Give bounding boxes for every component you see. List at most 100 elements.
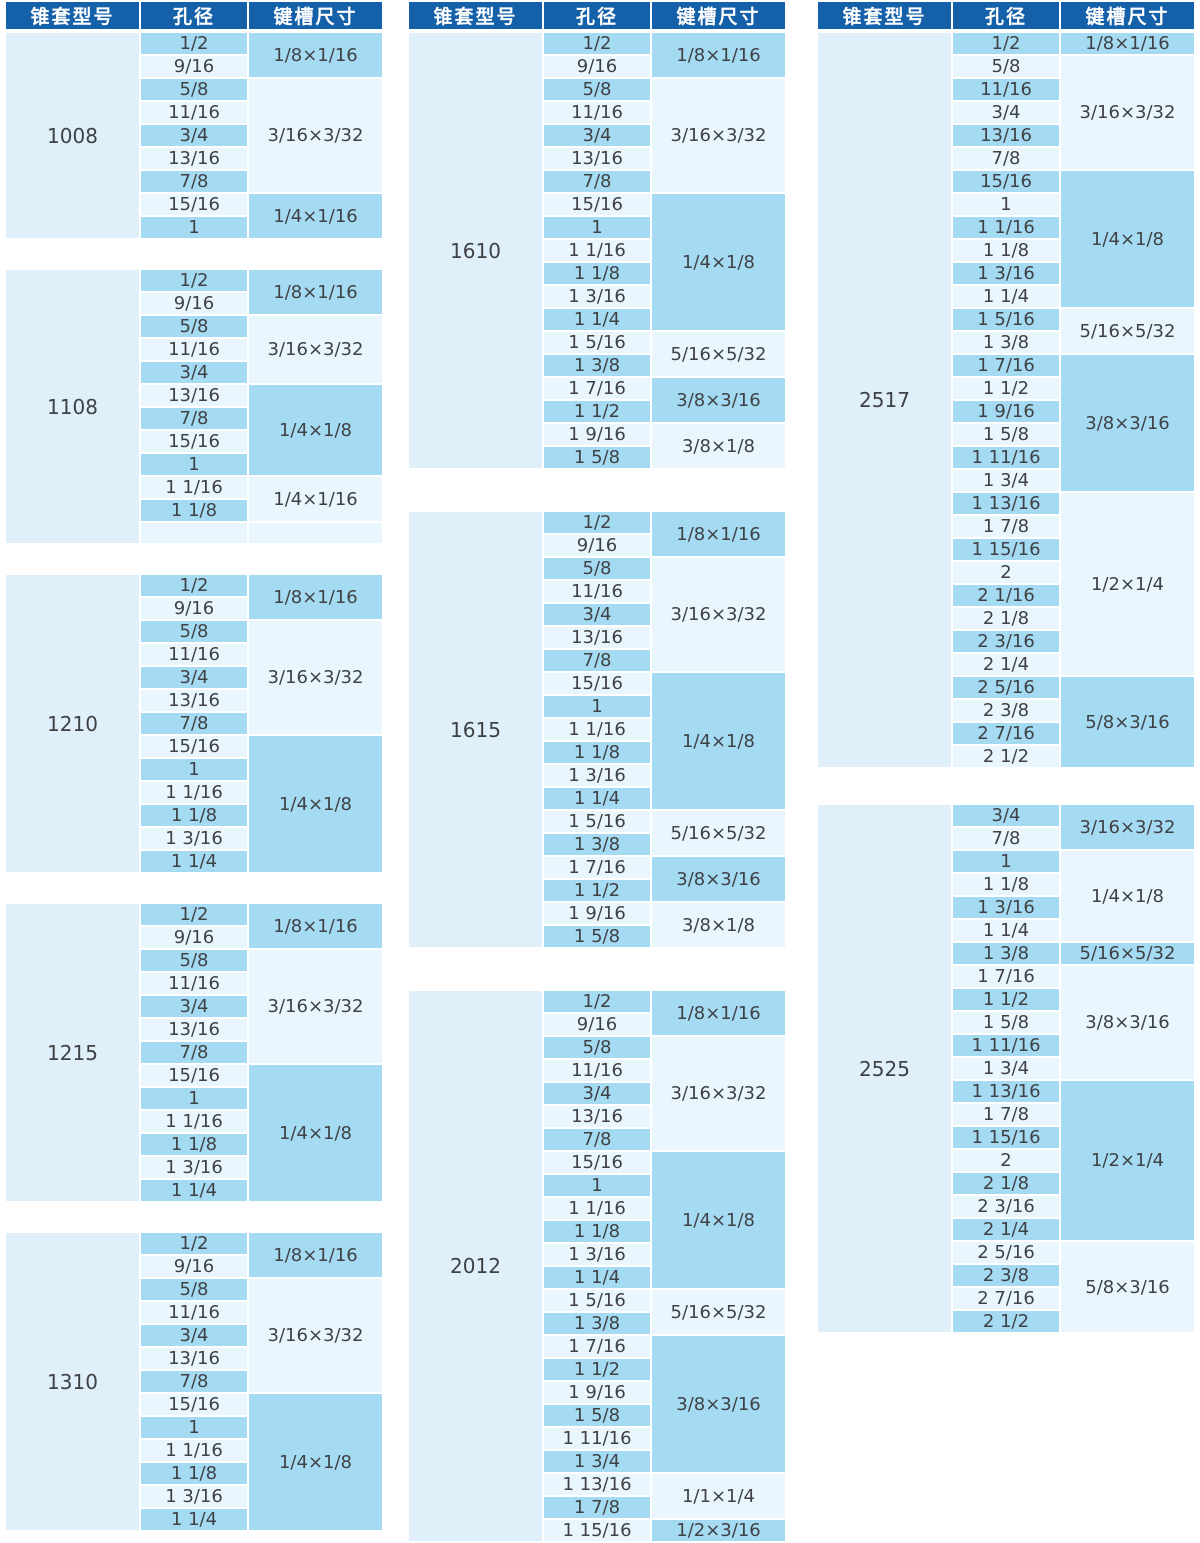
bore-cell: 1 1/4 <box>953 920 1059 941</box>
bore-cell: 1 1/4 <box>141 1180 247 1201</box>
bore-cell: 1 1/2 <box>953 989 1059 1010</box>
table-row: 11/16 <box>6 102 382 123</box>
bore-cell: 2 1/4 <box>953 654 1059 675</box>
bore-cell: 1 7/8 <box>953 1104 1059 1125</box>
model-cell: 1215 <box>6 904 139 1201</box>
table-row: 7/8 <box>818 148 1194 169</box>
table-row: 1 1/4 <box>409 1267 785 1288</box>
header-bore: 孔径 <box>953 2 1059 29</box>
bore-cell: 2 1/4 <box>953 1219 1059 1240</box>
table-row: 13/16 <box>6 1019 382 1040</box>
keyway-cell: 5/16×5/32 <box>1061 309 1194 353</box>
table-row: 1 3/16 <box>409 286 785 307</box>
bore-cell: 1/2 <box>141 270 247 291</box>
bore-cell: 2 <box>953 562 1059 583</box>
header-bore: 孔径 <box>141 2 247 29</box>
bore-cell: 1 1/8 <box>544 742 650 763</box>
bore-cell: 1 1/16 <box>141 782 247 803</box>
table-row: 1 <box>6 759 382 780</box>
spec-column-3: 锥套型号 孔径 键槽尺寸 2517 1/2 1/8×1/16 5/8 3/16×3/32 11/… <box>816 0 1196 1334</box>
table-row: 9/16 <box>6 598 382 619</box>
table-row: 1 1/4 <box>6 1180 382 1201</box>
table-row: 2 5/16 5/8×3/16 <box>818 1242 1194 1332</box>
bore-cell: 7/8 <box>141 1042 247 1063</box>
table-row: 1 1/4 <box>409 309 785 330</box>
bore-cell: 1 7/8 <box>544 1497 650 1518</box>
table-row: 1 <box>6 217 382 238</box>
bore-cell: 11/16 <box>141 1302 247 1323</box>
bore-cell: 15/16 <box>544 194 650 215</box>
keyway-cell: 1/4×1/8 <box>1061 171 1194 307</box>
table-row: 1 7/16 3/8×3/16 <box>818 966 1194 1079</box>
table-row: 1 1/16 <box>409 719 785 740</box>
header-model: 锥套型号 <box>409 2 542 29</box>
table-row: 1108 1/2 1/8×1/16 <box>6 270 382 543</box>
table-row: 1 9/16 <box>409 1382 785 1403</box>
bore-cell: 9/16 <box>544 1014 650 1035</box>
bore-cell: 9/16 <box>544 535 650 556</box>
keyway-cell: 1/4×1/8 <box>652 1152 785 1288</box>
bore-cell: 3/4 <box>544 1083 650 1104</box>
table-row: 1 5/16 5/16×5/32 <box>818 309 1194 353</box>
group-table-2525: 2525 3/4 3/16×3/32 7/8 1 1/4×1/8 1 1/8 1 3/16 1 … <box>816 803 1196 1334</box>
bore-cell: 5/8 <box>544 1037 650 1058</box>
bore-cell: 1 9/16 <box>544 424 650 445</box>
table-row: 1 1/2 <box>409 880 785 901</box>
bore-cell: 1 1/16 <box>544 240 650 261</box>
bore-cell: 1 3/16 <box>544 765 650 786</box>
bore-cell: 1 <box>141 1088 247 1109</box>
table-row: 1 1/8 <box>409 263 785 284</box>
keyway-cell: 1/8×1/16 <box>652 512 785 556</box>
bore-cell: 1 1/16 <box>544 719 650 740</box>
bore-cell: 3/4 <box>141 362 247 383</box>
table-row: 1 1/4 <box>6 851 382 872</box>
table-row: 1 1/4 <box>409 788 785 809</box>
table-row: 1 3/8 <box>818 332 1194 353</box>
table-row: 13/16 1/4×1/8 <box>6 385 382 475</box>
bore-cell: 2 3/16 <box>953 631 1059 652</box>
keyway-cell: 1/8×1/16 <box>249 904 382 948</box>
table-row: 11/16 <box>409 581 785 602</box>
keyway-cell: 1/8×1/16 <box>652 991 785 1035</box>
bore-cell: 1 3/8 <box>544 834 650 855</box>
keyway-cell: 3/16×3/32 <box>249 79 382 192</box>
table-row: 1210 1/2 1/8×1/16 <box>6 575 382 872</box>
table-row: 1 5/16 5/16×5/32 <box>409 332 785 376</box>
table-row: 1 1/16 <box>6 782 382 803</box>
bore-cell: 1 3/8 <box>544 355 650 376</box>
table-row: 11/16 <box>6 973 382 994</box>
bore-cell: 7/8 <box>544 171 650 192</box>
keyway-cell: 1/4×1/8 <box>652 673 785 809</box>
bore-cell: 9/16 <box>141 293 247 314</box>
bore-cell: 1 15/16 <box>544 1520 650 1541</box>
table-row: 1 3/16 <box>6 1157 382 1178</box>
bore-cell: 1 7/16 <box>544 857 650 878</box>
bore-cell: 7/8 <box>544 650 650 671</box>
table-row: 7/8 <box>409 1129 785 1150</box>
bore-cell: 1 1/4 <box>544 788 650 809</box>
keyway-cell: 5/16×5/32 <box>652 1290 785 1334</box>
bore-cell: 1 1/4 <box>544 1267 650 1288</box>
bore-cell: 1 1/16 <box>141 1440 247 1461</box>
table-row: 9/16 <box>6 927 382 948</box>
bore-cell: 5/8 <box>953 56 1059 77</box>
bore-cell: 15/16 <box>141 736 247 757</box>
model-cell: 1310 <box>6 1233 139 1530</box>
table-row: 3/4 <box>409 125 785 146</box>
bore-cell: 2 5/16 <box>953 677 1059 698</box>
keyway-cell: 3/16×3/32 <box>249 621 382 734</box>
bore-cell: 1 11/16 <box>953 447 1059 468</box>
table-row: 11/16 <box>6 1302 382 1323</box>
bore-cell: 3/4 <box>141 1325 247 1346</box>
bore-cell: 13/16 <box>141 385 247 406</box>
table-row: 5/8 3/16×3/32 <box>409 1037 785 1150</box>
table-row: 1 5/8 <box>818 1012 1194 1033</box>
table-row: 15/16 1/4×1/8 <box>6 736 382 872</box>
table-row: 1 1/4 <box>818 286 1194 307</box>
header-keyway: 键槽尺寸 <box>249 2 382 29</box>
header-row: 锥套型号 孔径 键槽尺寸 <box>6 2 382 29</box>
bore-cell: 7/8 <box>141 408 247 429</box>
table-row: 2 1/4 <box>818 654 1194 675</box>
table-row: 3/4 <box>409 604 785 625</box>
bore-cell: 1 1/2 <box>953 378 1059 399</box>
